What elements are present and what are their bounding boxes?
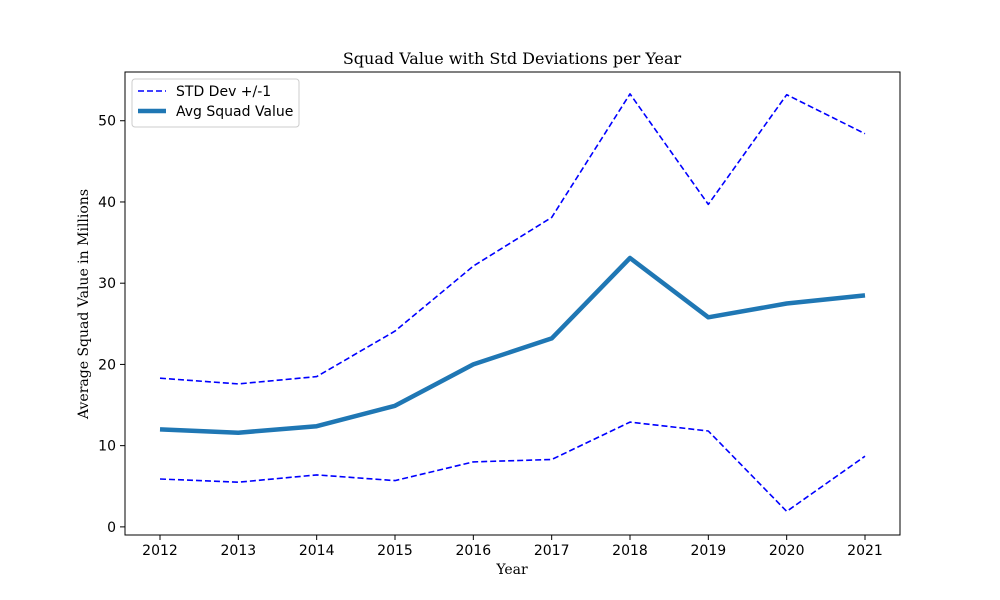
y-axis: 0 10 20 30 40 50 bbox=[98, 114, 125, 536]
x-tick-label: 2014 bbox=[299, 543, 335, 559]
x-tick-label: 2020 bbox=[769, 543, 805, 559]
y-tick-label: 0 bbox=[107, 520, 116, 536]
x-tick-label: 2017 bbox=[534, 543, 570, 559]
y-tick-label: 50 bbox=[98, 114, 116, 130]
series-line-std-dev-lower bbox=[159, 421, 866, 513]
series-line-std-dev-upper bbox=[159, 93, 866, 385]
plot-frame bbox=[124, 71, 901, 536]
x-tick-label: 2016 bbox=[456, 543, 492, 559]
chart-title: Squad Value with Std Deviations per Year bbox=[343, 49, 682, 68]
legend-box bbox=[131, 78, 300, 128]
legend-label-std-dev: STD Dev +/-1 bbox=[176, 84, 271, 100]
y-tick-label: 30 bbox=[98, 276, 116, 292]
x-tick-label: 2021 bbox=[847, 543, 883, 559]
legend: STD Dev +/-1 Avg Squad Value bbox=[131, 78, 300, 128]
x-tick-label: 2013 bbox=[221, 543, 257, 559]
y-tick-label: 20 bbox=[98, 357, 116, 373]
legend-label-avg: Avg Squad Value bbox=[176, 104, 293, 120]
plot-area bbox=[159, 93, 866, 513]
x-tick-label: 2018 bbox=[612, 543, 648, 559]
x-tick-label: 2012 bbox=[142, 543, 178, 559]
x-tick-label: 2019 bbox=[691, 543, 727, 559]
y-tick-label: 40 bbox=[98, 195, 116, 211]
y-tick-label: 10 bbox=[98, 439, 116, 455]
x-axis: 2012 2013 2014 2015 2016 2017 2018 2019 2020 2021 bbox=[142, 535, 883, 559]
x-tick-label: 2015 bbox=[377, 543, 413, 559]
x-axis-label: Year bbox=[495, 562, 528, 578]
y-axis-label: Average Squad Value in Millions bbox=[76, 189, 92, 420]
series-line-avg-squad-value bbox=[159, 255, 866, 435]
